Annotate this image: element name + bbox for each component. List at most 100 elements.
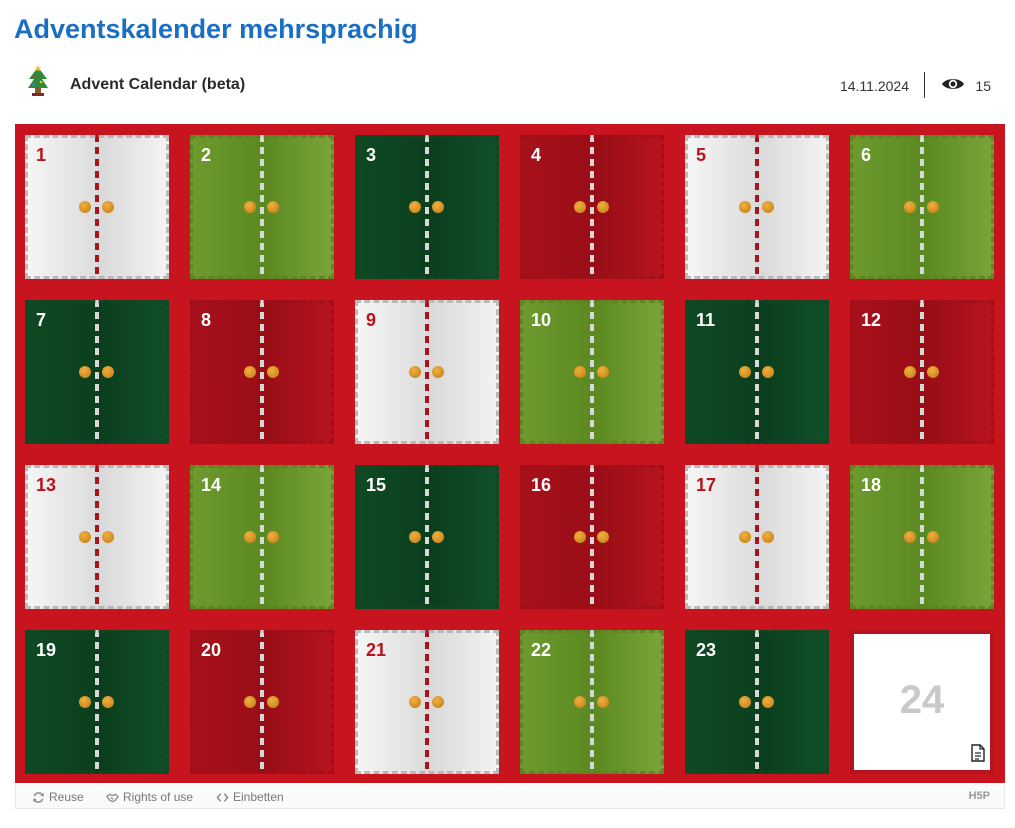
door-knob (574, 366, 586, 378)
door-knob (102, 201, 114, 213)
reuse-button[interactable]: Reuse (32, 790, 84, 804)
door-knob (762, 531, 774, 543)
door-24-open[interactable]: 24 (850, 630, 994, 774)
door-12[interactable]: 12 (850, 300, 994, 444)
door-knob (267, 201, 279, 213)
door-knob (762, 696, 774, 708)
door-15[interactable]: 15 (355, 465, 499, 609)
door-seam (425, 630, 429, 774)
door-number: 11 (696, 310, 716, 330)
door-knob (904, 531, 916, 543)
door-6[interactable]: 6 (850, 135, 994, 279)
door-seam (260, 465, 264, 609)
door-seam (590, 465, 594, 609)
door-knob (79, 201, 91, 213)
door-knob (927, 366, 939, 378)
door-21[interactable]: 21 (355, 630, 499, 774)
h5p-logo[interactable]: H5P (968, 790, 990, 802)
door-content: 24 (854, 634, 990, 770)
door-3[interactable]: 3 (355, 135, 499, 279)
door-seam (95, 135, 99, 279)
door-2[interactable]: 2 (190, 135, 334, 279)
door-knob (904, 366, 916, 378)
door-knob (574, 201, 586, 213)
door-seam (95, 465, 99, 609)
door-5[interactable]: 5 (685, 135, 829, 279)
door-20[interactable]: 20 (190, 630, 334, 774)
content-title: Advent Calendar (beta) (70, 76, 246, 93)
door-seam (425, 465, 429, 609)
door-knob (432, 531, 444, 543)
embed-button[interactable]: Einbetten (216, 790, 284, 804)
door-9[interactable]: 9 (355, 300, 499, 444)
door-11[interactable]: 11 (685, 300, 829, 444)
door-number: 3 (366, 145, 377, 165)
door-seam (920, 465, 924, 609)
door-knob (409, 201, 421, 213)
door-10[interactable]: 10 (520, 300, 664, 444)
door-1[interactable]: 1 (25, 135, 169, 279)
door-14[interactable]: 14 (190, 465, 334, 609)
door-knob (739, 201, 751, 213)
door-13[interactable]: 13 (25, 465, 169, 609)
door-knob (597, 366, 609, 378)
door-number: 24 (899, 678, 945, 722)
door-knob (597, 696, 609, 708)
door-seam (920, 135, 924, 279)
door-knob (762, 201, 774, 213)
door-number: 16 (531, 475, 552, 495)
door-number: 7 (36, 310, 47, 330)
christmas-tree-icon (28, 65, 48, 96)
document-icon[interactable] (970, 744, 986, 762)
door-knob (597, 201, 609, 213)
door-knob (102, 366, 114, 378)
door-number: 23 (696, 640, 717, 660)
door-knob (267, 366, 279, 378)
door-seam (590, 135, 594, 279)
door-seam (755, 135, 759, 279)
door-16[interactable]: 16 (520, 465, 664, 609)
door-number: 21 (366, 640, 387, 660)
door-knob (597, 531, 609, 543)
door-seam (755, 300, 759, 444)
advent-calendar: 1 2 3 4 5 6 7 8 9 10 11 12 13 14 15 16 17 18 19 20 21 22 23 24 (15, 124, 1005, 783)
door-8[interactable]: 8 (190, 300, 334, 444)
door-knob (244, 531, 256, 543)
door-knob (79, 531, 91, 543)
door-seam (95, 300, 99, 444)
door-4[interactable]: 4 (520, 135, 664, 279)
eye-icon (942, 79, 964, 89)
door-knob (409, 531, 421, 543)
door-knob (267, 696, 279, 708)
door-knob (762, 366, 774, 378)
door-knob (409, 696, 421, 708)
rights-of-use-button[interactable]: Rights of use (106, 790, 193, 804)
publish-date: 14.11.2024 (839, 78, 909, 94)
door-number: 15 (366, 475, 387, 495)
door-23[interactable]: 23 (685, 630, 829, 774)
door-knob (739, 696, 751, 708)
door-19[interactable]: 19 (25, 630, 169, 774)
door-seam (590, 630, 594, 774)
header-divider (924, 72, 925, 98)
h5p-footer: Reuse Rights of use Einbetten H5P (15, 785, 1005, 809)
door-knob (102, 696, 114, 708)
door-22[interactable]: 22 (520, 630, 664, 774)
door-knob (244, 366, 256, 378)
door-17[interactable]: 17 (685, 465, 829, 609)
door-knob (244, 696, 256, 708)
door-number: 17 (696, 475, 717, 495)
door-number: 14 (201, 475, 222, 495)
door-knob (244, 201, 256, 213)
door-seam (755, 630, 759, 774)
door-knob (739, 366, 751, 378)
door-knob (739, 531, 751, 543)
door-knob (267, 531, 279, 543)
door-knob (102, 531, 114, 543)
handshake-icon (106, 792, 119, 802)
door-7[interactable]: 7 (25, 300, 169, 444)
door-knob (432, 366, 444, 378)
door-18[interactable]: 18 (850, 465, 994, 609)
embed-label: Einbetten (233, 790, 284, 804)
door-knob (927, 201, 939, 213)
